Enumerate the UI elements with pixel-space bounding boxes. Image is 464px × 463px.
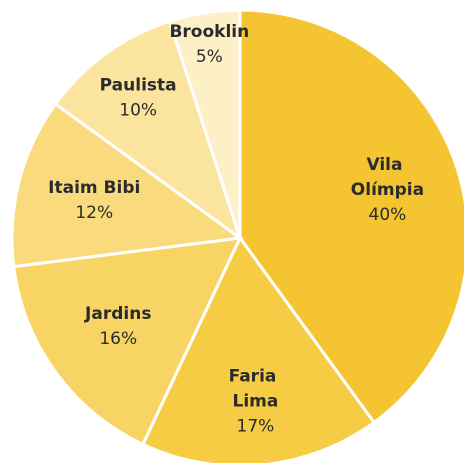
value-label: 40% — [369, 205, 407, 225]
slice — [10, 101, 244, 269]
value-label: 5% — [196, 47, 223, 67]
slice — [140, 235, 377, 463]
value-label: 10% — [119, 100, 157, 120]
value-label: 17% — [237, 416, 275, 436]
slice — [238, 8, 464, 425]
slice-label: Brooklin — [169, 22, 249, 42]
slice-label: Vila Olímpia — [351, 155, 424, 200]
slice-label: Jardins — [84, 304, 151, 324]
slice-label: Paulista — [100, 75, 177, 95]
value-label: 16% — [99, 329, 137, 349]
slice-label: Itaim Bibi — [48, 178, 140, 198]
slice-label: Faria Lima — [229, 366, 283, 411]
value-label: 12% — [75, 203, 113, 223]
slice — [12, 236, 243, 447]
slice — [167, 8, 242, 239]
slice — [53, 19, 243, 242]
